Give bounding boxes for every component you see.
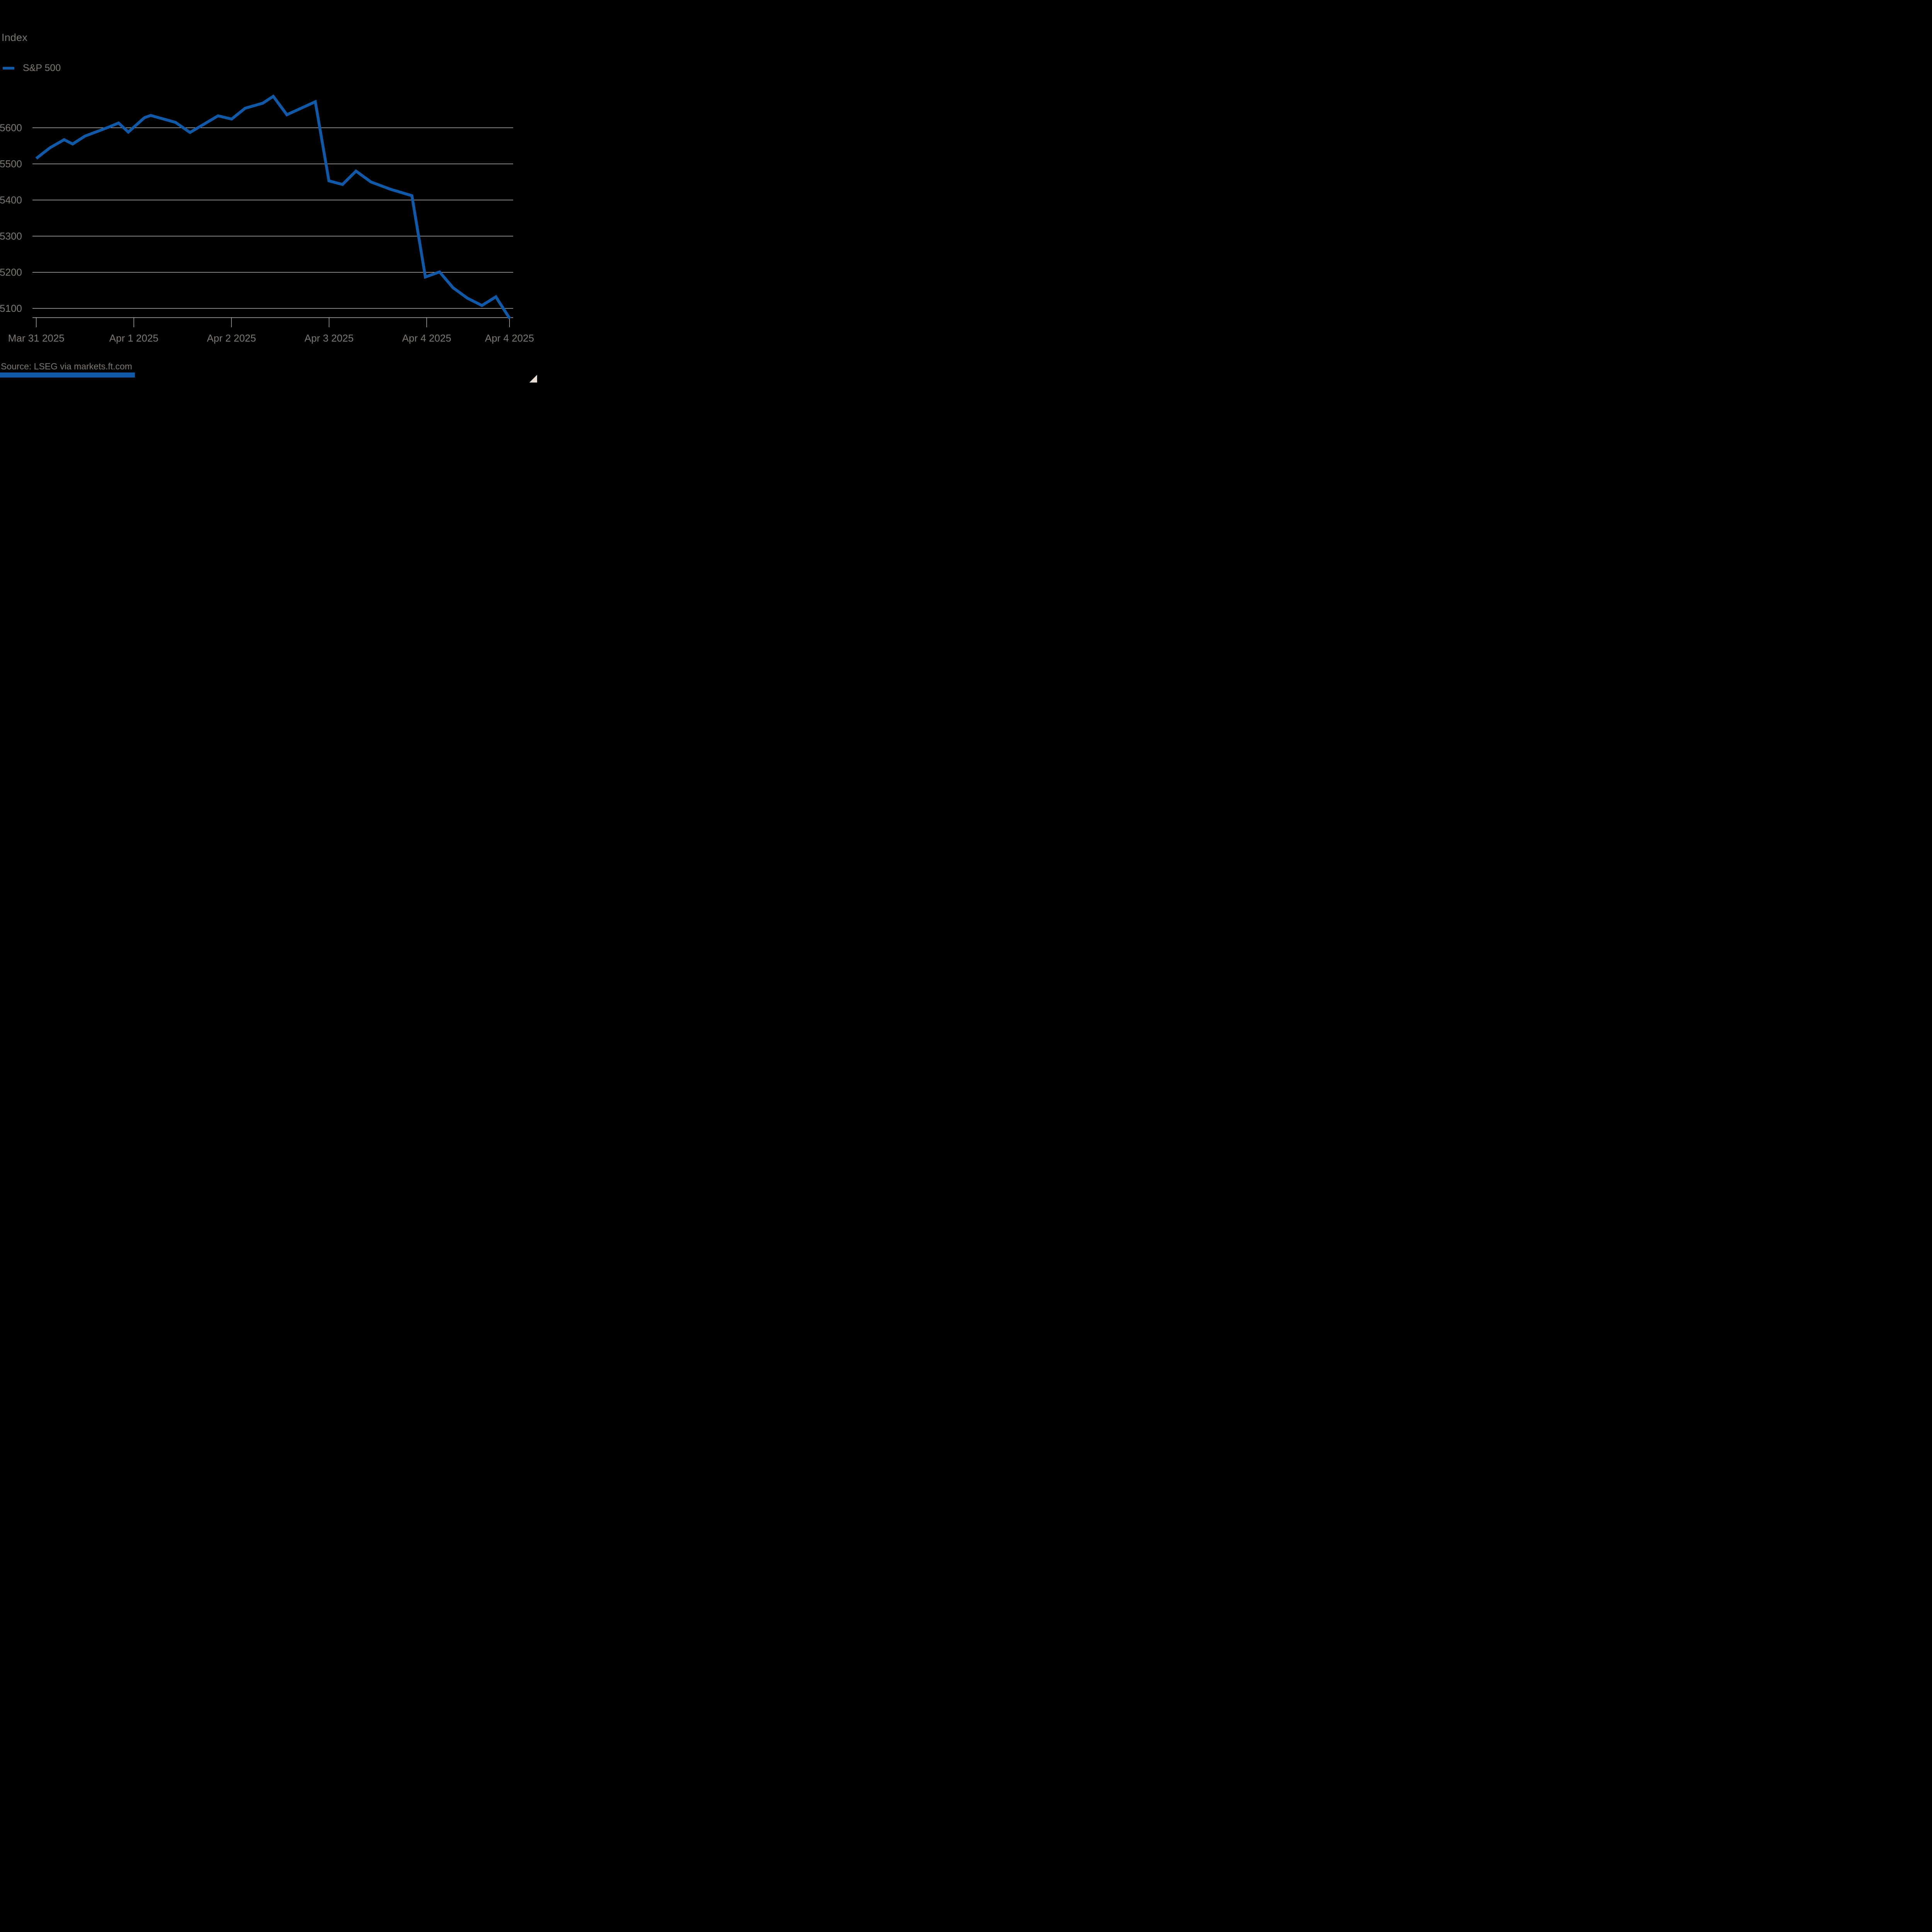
- x-tick-label: Apr 2 2025: [207, 332, 256, 344]
- bottom-accent-bar: [0, 372, 135, 378]
- line-chart: 5600 5500 5400 5300 5200 5100 Mar 31 2025 Apr 1…: [0, 94, 534, 344]
- y-tick-label: 5300: [0, 230, 22, 242]
- y-tick-label: 5500: [0, 158, 22, 170]
- x-tick-label: Apr 3 2025: [304, 332, 354, 344]
- y-tick-label: 5100: [0, 303, 22, 314]
- y-tick-label: 5400: [0, 194, 22, 206]
- x-tick-label: Apr 1 2025: [109, 332, 158, 344]
- x-tick-label: Apr 4 2025: [402, 332, 451, 344]
- legend-label: S&P 500: [23, 62, 61, 73]
- y-tick-label: 5600: [0, 122, 22, 134]
- chart-title: Index: [2, 32, 28, 43]
- legend: S&P 500: [3, 63, 61, 73]
- ft-chart-panel: Index S&P 500 5600 5500 5400 5300 5200 5100 Ma…: [0, 0, 541, 386]
- series-line-sp500: [35, 94, 511, 320]
- y-tick-label: 5200: [0, 267, 22, 278]
- legend-line-swatch: [3, 66, 14, 70]
- resize-handle-triangle: [529, 375, 537, 383]
- source-caption: Source: LSEG via markets.ft.com: [1, 361, 133, 371]
- x-tick-label: Apr 4 2025: [485, 332, 534, 344]
- x-tick-label: Mar 31 2025: [8, 332, 65, 344]
